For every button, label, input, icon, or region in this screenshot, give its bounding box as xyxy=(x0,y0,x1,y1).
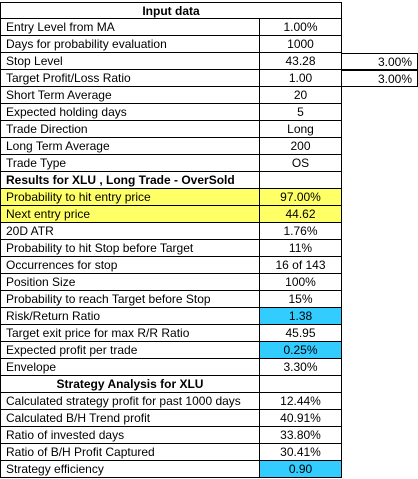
input-value[interactable]: 1000 xyxy=(259,36,342,53)
input-value[interactable]: 43.28 xyxy=(259,53,342,70)
result-value[interactable]: 100% xyxy=(259,274,342,291)
input-value[interactable]: 5 xyxy=(259,104,342,121)
input-value[interactable]: 20 xyxy=(259,87,342,104)
result-value[interactable]: 16 of 143 xyxy=(259,257,342,274)
result-value[interactable]: 97.00% xyxy=(259,189,342,206)
result-value[interactable]: 1.38 xyxy=(259,308,342,325)
result-label[interactable]: Occurrences for stop xyxy=(0,257,259,274)
strategy-value[interactable]: 0.90 xyxy=(259,461,342,478)
input-label[interactable]: Short Term Average xyxy=(0,87,259,104)
strategy-row: Calculated B/H Trend profit 40.91% xyxy=(0,410,418,427)
result-label[interactable]: Target exit price for max R/R Ratio xyxy=(0,325,259,342)
result-value[interactable]: 45.95 xyxy=(259,325,342,342)
input-row: Expected holding days 5 xyxy=(0,104,418,121)
input-label[interactable]: Trade Direction xyxy=(0,121,259,138)
input-value[interactable]: 1.00 xyxy=(259,70,342,87)
strategy-value[interactable]: 30.41% xyxy=(259,444,342,461)
input-row: Trade Direction Long xyxy=(0,121,418,138)
result-row: Next entry price 44.62 xyxy=(0,206,418,223)
result-row: Position Size 100% xyxy=(0,274,418,291)
result-label[interactable]: 20D ATR xyxy=(0,223,259,240)
input-label[interactable]: Expected holding days xyxy=(0,104,259,121)
strategy-label[interactable]: Strategy efficiency xyxy=(0,461,259,478)
result-row: Occurrences for stop 16 of 143 xyxy=(0,257,418,274)
result-row: Expected profit per trade 0.25% xyxy=(0,342,418,359)
result-value[interactable]: 11% xyxy=(259,240,342,257)
input-value[interactable]: 200 xyxy=(259,138,342,155)
strategy-label[interactable]: Ratio of invested days xyxy=(0,427,259,444)
input-data-header-label[interactable]: Input data xyxy=(0,2,342,19)
input-label[interactable]: Entry Level from MA xyxy=(0,19,259,36)
result-row: Envelope 3.30% xyxy=(0,359,418,376)
strategy-header-label[interactable]: Strategy Analysis for XLU xyxy=(0,376,259,393)
result-label[interactable]: Next entry price xyxy=(0,206,259,223)
input-value[interactable]: 1.00% xyxy=(259,19,342,36)
result-label[interactable]: Probability to hit entry price xyxy=(0,189,259,206)
input-row: Days for probability evaluation 1000 xyxy=(0,36,418,53)
result-row: Probability to hit Stop before Target 11% xyxy=(0,240,418,257)
result-row: Probability to hit entry price 97.00% xyxy=(0,189,418,206)
input-extra[interactable]: 3.00% xyxy=(342,70,418,87)
result-row: 20D ATR 1.76% xyxy=(0,223,418,240)
input-row: Target Profit/Loss Ratio 1.00 3.00% xyxy=(0,70,418,87)
result-label[interactable]: Probability to reach Target before Stop xyxy=(0,291,259,308)
result-label[interactable]: Risk/Return Ratio xyxy=(0,308,259,325)
input-label[interactable]: Target Profit/Loss Ratio xyxy=(0,70,259,87)
input-label[interactable]: Stop Level xyxy=(0,53,259,70)
input-label[interactable]: Trade Type xyxy=(0,155,259,172)
result-row: Target exit price for max R/R Ratio 45.95 xyxy=(0,325,418,342)
input-row: Stop Level 43.28 3.00% xyxy=(0,53,418,70)
result-label[interactable]: Probability to hit Stop before Target xyxy=(0,240,259,257)
results-header-value[interactable] xyxy=(259,172,342,189)
input-value[interactable]: OS xyxy=(259,155,342,172)
input-data-header: Input data xyxy=(0,2,418,19)
input-row: Entry Level from MA 1.00% xyxy=(0,19,418,36)
result-label[interactable]: Envelope xyxy=(0,359,259,376)
strategy-value[interactable]: 40.91% xyxy=(259,410,342,427)
result-value[interactable]: 3.30% xyxy=(259,359,342,376)
strategy-label[interactable]: Ratio of B/H Profit Captured xyxy=(0,444,259,461)
results-header: Results for XLU , Long Trade - OverSold xyxy=(0,172,418,189)
input-extra[interactable]: 3.00% xyxy=(342,53,418,70)
strategy-header: Strategy Analysis for XLU xyxy=(0,376,418,393)
result-value[interactable]: 0.25% xyxy=(259,342,342,359)
result-value[interactable]: 1.76% xyxy=(259,223,342,240)
strategy-row: Strategy efficiency 0.90 xyxy=(0,461,418,478)
results-header-label[interactable]: Results for XLU , Long Trade - OverSold xyxy=(0,172,259,189)
strategy-label[interactable]: Calculated B/H Trend profit xyxy=(0,410,259,427)
input-row: Trade Type OS xyxy=(0,155,418,172)
strategy-row: Calculated strategy profit for past 1000… xyxy=(0,393,418,410)
strategy-label[interactable]: Calculated strategy profit for past 1000… xyxy=(0,393,259,410)
input-label[interactable]: Long Term Average xyxy=(0,138,259,155)
strategy-value[interactable]: 12.44% xyxy=(259,393,342,410)
result-label[interactable]: Position Size xyxy=(0,274,259,291)
strategy-header-value[interactable] xyxy=(259,376,342,393)
input-row: Short Term Average 20 xyxy=(0,87,418,104)
result-row: Probability to reach Target before Stop 1… xyxy=(0,291,418,308)
input-value[interactable]: Long xyxy=(259,121,342,138)
result-value[interactable]: 44.62 xyxy=(259,206,342,223)
result-row: Risk/Return Ratio 1.38 xyxy=(0,308,418,325)
result-value[interactable]: 15% xyxy=(259,291,342,308)
strategy-row: Ratio of invested days 33.80% xyxy=(0,427,418,444)
strategy-value[interactable]: 33.80% xyxy=(259,427,342,444)
result-label[interactable]: Expected profit per trade xyxy=(0,342,259,359)
input-label[interactable]: Days for probability evaluation xyxy=(0,36,259,53)
input-row: Long Term Average 200 xyxy=(0,138,418,155)
strategy-row: Ratio of B/H Profit Captured 30.41% xyxy=(0,444,418,461)
